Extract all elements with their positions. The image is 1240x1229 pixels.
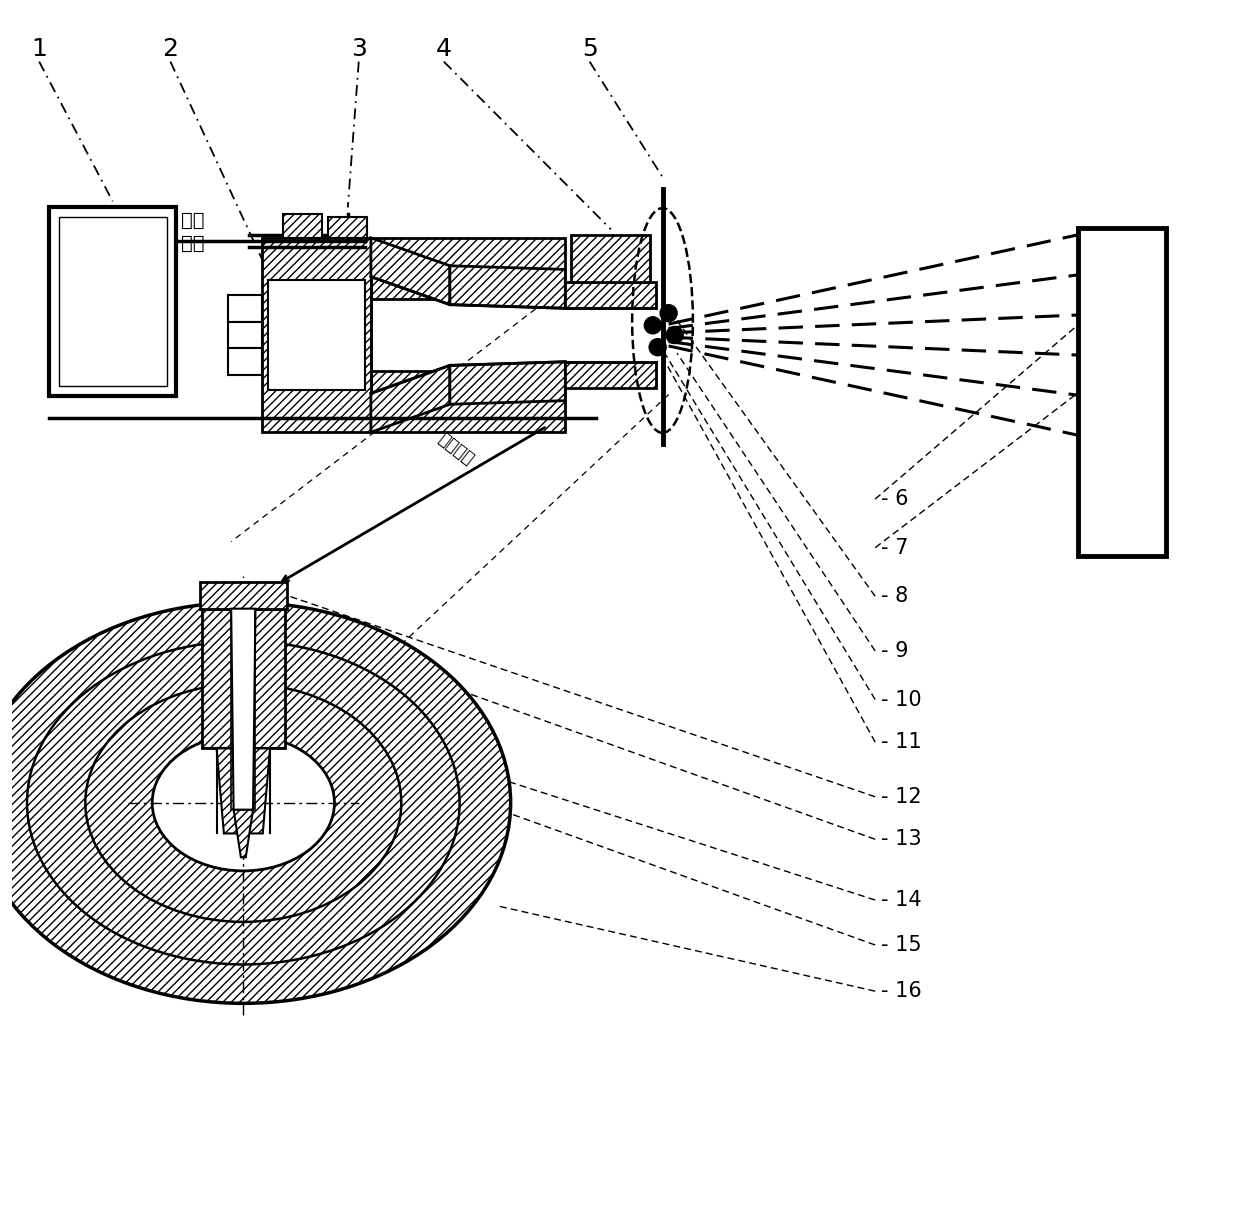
Bar [262,238,371,433]
Bar [200,583,286,608]
Polygon shape [231,608,255,810]
Text: - 7: - 7 [882,537,909,558]
Circle shape [650,339,666,355]
Bar [565,281,656,308]
Circle shape [645,317,661,334]
Bar [227,295,262,322]
Polygon shape [450,265,565,308]
Text: - 8: - 8 [882,586,909,606]
Bar [268,280,365,390]
Bar [48,208,176,396]
Text: - 9: - 9 [882,642,909,661]
Ellipse shape [0,602,511,1003]
Text: 1: 1 [31,37,47,61]
Text: - 10: - 10 [882,689,921,709]
Bar [565,361,656,388]
Bar [450,305,565,365]
Bar [227,348,262,375]
Text: 5: 5 [582,37,598,61]
Text: 截面放大: 截面放大 [435,430,477,468]
Polygon shape [233,810,253,858]
Bar [227,322,262,348]
Text: - 12: - 12 [882,787,921,806]
Polygon shape [371,365,450,433]
Text: - 14: - 14 [882,890,921,909]
Text: 2: 2 [162,37,179,61]
Polygon shape [217,748,270,833]
Text: - 13: - 13 [882,830,921,849]
Bar [202,608,285,748]
Bar [58,218,166,386]
Text: - 16: - 16 [882,981,923,1002]
Text: 4: 4 [435,37,451,61]
Bar [371,277,450,393]
Text: - 6: - 6 [882,489,909,509]
Text: - 15: - 15 [882,935,921,955]
Bar [572,236,650,281]
Text: - 11: - 11 [882,732,921,752]
Circle shape [660,305,677,322]
Bar [371,371,565,433]
Bar [329,218,367,238]
Polygon shape [450,361,565,404]
Polygon shape [371,238,450,305]
Circle shape [666,327,683,344]
Ellipse shape [153,735,335,871]
Bar [284,214,322,238]
Bar [371,238,565,299]
Text: 高压
直流: 高压 直流 [181,210,205,253]
Bar [1078,229,1166,557]
Text: 3: 3 [351,37,367,61]
